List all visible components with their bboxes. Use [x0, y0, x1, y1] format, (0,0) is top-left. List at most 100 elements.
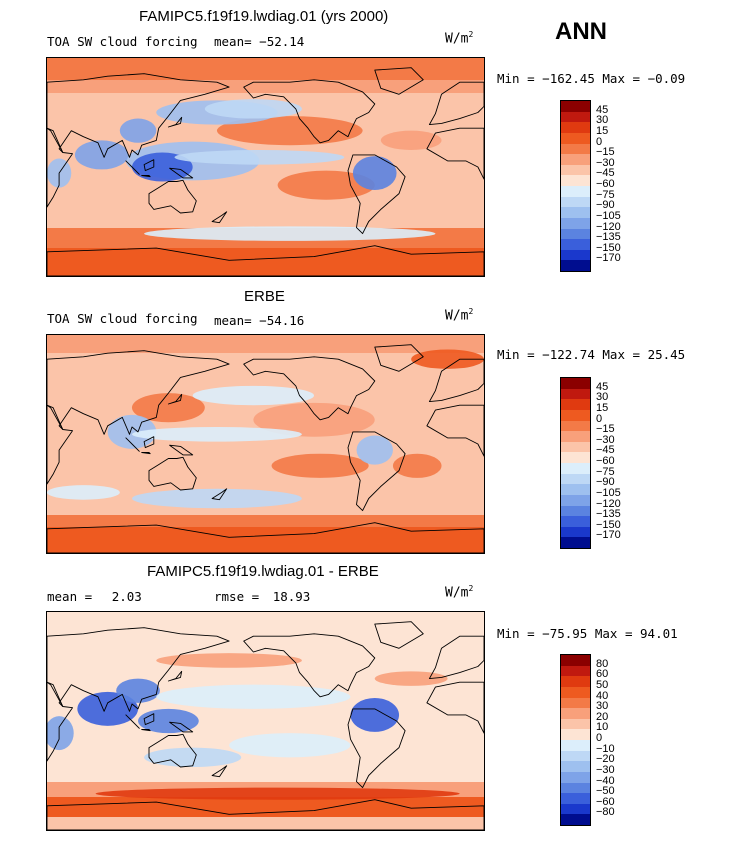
colorbar-tick-label: −60: [596, 178, 615, 190]
panel-1-max-value: −0.09: [647, 71, 686, 86]
coastline: [148, 456, 197, 491]
panel-2-colorbar: [560, 377, 591, 549]
panel-3-mean-label: mean = 2.03: [47, 589, 142, 604]
colorbar-swatch: [561, 793, 590, 804]
panel-1-mean-key: mean=: [214, 34, 252, 49]
coastline: [47, 799, 484, 830]
colorbar-swatch: [561, 537, 590, 548]
coastline: [125, 714, 140, 729]
panel-3-unit-exp: 2: [468, 584, 474, 593]
field-anomaly: [192, 385, 315, 406]
panel-1-unit-base: W/m: [445, 31, 469, 47]
panel-2-max-value: 25.45: [647, 347, 686, 362]
colorbar-tick-label: −90: [596, 476, 615, 489]
coastline: [47, 404, 73, 485]
coastline: [211, 211, 228, 224]
map-field-svg: [47, 335, 484, 553]
coastline: [426, 681, 484, 734]
colorbar-tick-label: 0: [596, 732, 603, 744]
colorbar-swatch: [561, 803, 590, 815]
colorbar-tick-label: 30: [596, 114, 609, 127]
colorbar-swatch: [561, 686, 590, 698]
colorbar-swatch: [561, 154, 590, 165]
panel-2-max-key: Max =: [602, 347, 641, 362]
colorbar-swatch: [561, 420, 590, 432]
field-anomaly: [74, 140, 129, 170]
colorbar-swatch: [561, 814, 590, 825]
colorbar-swatch: [561, 249, 590, 261]
panel-1-minmax: Min = −162.45 Max = −0.09: [497, 71, 685, 86]
colorbar-swatch: [561, 665, 590, 677]
field-anomaly: [174, 150, 345, 165]
colorbar-tick-label: 45: [596, 103, 609, 116]
colorbar-swatch: [561, 484, 590, 495]
colorbar-swatch: [561, 441, 590, 453]
panel-2-mean-label: mean= −54.16: [214, 313, 304, 328]
field-anomaly: [95, 787, 460, 800]
colorbar-swatch: [561, 655, 590, 666]
colorbar-tick-label: 30: [596, 700, 609, 713]
panel-2-minmax: Min = −122.74 Max = 25.45: [497, 347, 685, 362]
panel-1-unit: W/m2: [445, 30, 473, 46]
panel-1-max-key: Max =: [602, 71, 641, 86]
coastline: [47, 350, 230, 435]
field-anomaly: [107, 414, 157, 449]
field-anomaly: [271, 453, 369, 478]
colorbar-tick-label: −20: [596, 753, 615, 766]
panel-1-colorbar: [560, 100, 591, 272]
colorbar-tick-label: −75: [596, 188, 615, 201]
panel-3-rmse-label: rmse = 18.93: [214, 589, 310, 604]
colorbar-swatch: [561, 761, 590, 772]
map-field-svg: [47, 58, 484, 276]
colorbar-tick-label: 0: [596, 135, 603, 148]
coastline: [141, 729, 151, 732]
colorbar-tick-label: −45: [596, 444, 615, 457]
field-anomaly: [131, 488, 302, 509]
colorbar-tick-label: −80: [596, 806, 615, 819]
colorbar-tick-label: 10: [596, 721, 609, 734]
panel-1-mean-value: −52.14: [259, 34, 305, 49]
colorbar-tick-label: −60: [596, 795, 615, 808]
colorbar-tick-label: 45: [596, 380, 609, 393]
field-anomaly: [380, 130, 442, 151]
field-anomaly: [204, 99, 302, 119]
panel-2-unit-exp: 2: [468, 307, 474, 316]
colorbar-swatch: [561, 111, 590, 123]
coastline: [167, 393, 183, 405]
colorbar-tick-label: −120: [596, 497, 621, 510]
field-anomaly: [77, 691, 139, 726]
coastline: [243, 633, 376, 698]
coastline: [211, 488, 228, 501]
colorbar-swatch: [561, 409, 590, 421]
field-anomaly: [229, 733, 351, 758]
colorbar-swatch: [561, 750, 590, 762]
colorbar-swatch: [561, 526, 590, 538]
colorbar-swatch: [561, 378, 590, 389]
field-anomaly: [144, 226, 436, 241]
coastline: [167, 116, 183, 128]
coastline: [374, 67, 424, 95]
panel-3-max-key: Max =: [594, 626, 633, 641]
colorbar-swatch: [561, 239, 590, 250]
colorbar-tick-label: −150: [596, 518, 621, 531]
season-label: ANN: [555, 18, 607, 45]
coastline: [143, 436, 155, 449]
coastline: [47, 627, 230, 712]
colorbar-tick-label: −30: [596, 156, 615, 169]
field-zonal-band: [47, 80, 484, 93]
coastline: [47, 522, 484, 553]
colorbar-swatch: [561, 729, 590, 740]
panel-1-min-key: Min =: [497, 71, 535, 86]
coastline: [143, 159, 155, 172]
coastline: [374, 621, 424, 649]
colorbar-swatch: [561, 697, 590, 709]
colorbar-tick-label: −105: [596, 209, 621, 222]
colorbar-swatch: [561, 676, 590, 687]
field-anomaly: [131, 393, 205, 423]
colorbar-swatch: [561, 782, 590, 794]
field-anomaly: [156, 684, 351, 709]
coastline: [347, 708, 406, 789]
colorbar-swatch: [561, 399, 590, 410]
panel-3-mean-key: mean =: [47, 589, 93, 604]
coastline: [141, 452, 151, 455]
